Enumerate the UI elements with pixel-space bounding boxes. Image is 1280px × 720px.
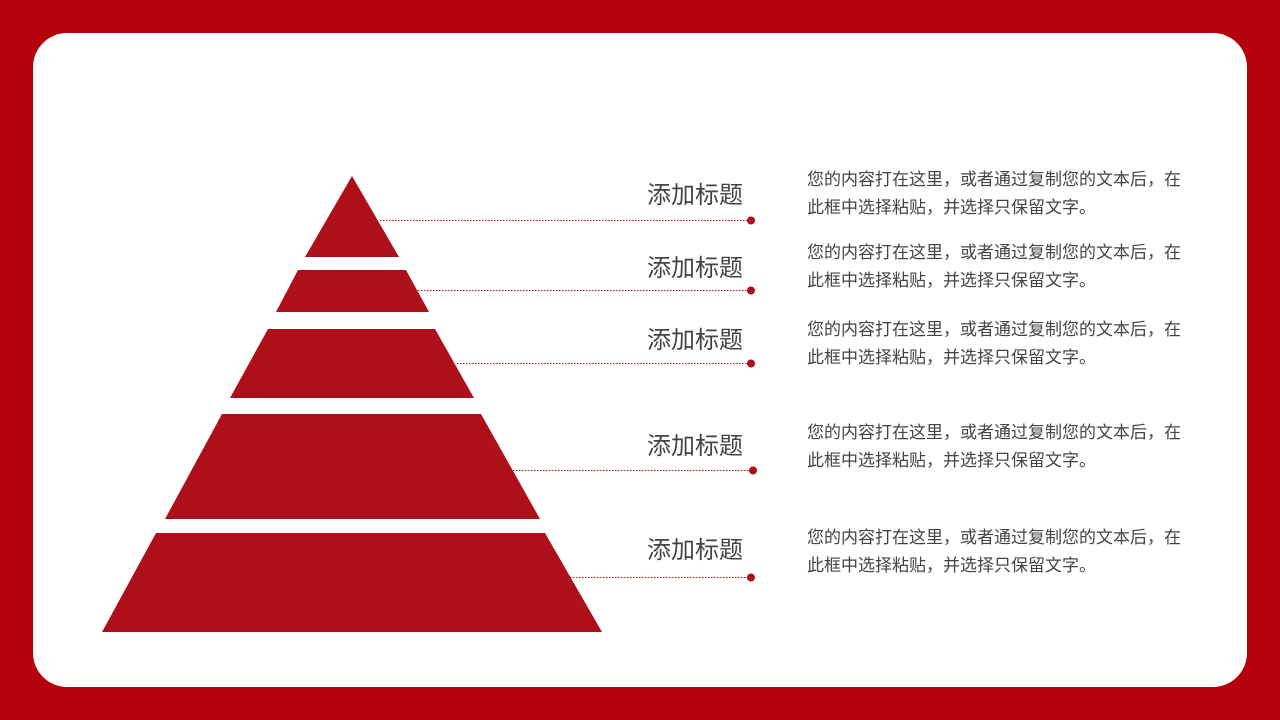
pyramid-tier-3 xyxy=(230,329,474,398)
connector-dot-2 xyxy=(747,286,755,295)
connector-dot-1 xyxy=(747,216,755,225)
item-title: 添加标题 xyxy=(647,181,743,209)
pyramid-tier-4 xyxy=(165,414,540,519)
item-title: 添加标题 xyxy=(647,432,743,460)
item-description: 您的内容打在这里，或者通过复制您的文本后，在此框中选择粘贴，并选择只保留文字。 xyxy=(807,528,1181,576)
pyramid-tier-5 xyxy=(102,533,602,632)
pyramid-tier-2 xyxy=(276,270,429,312)
item-title: 添加标题 xyxy=(647,536,743,564)
connector-dot-5 xyxy=(747,573,755,582)
item-title: 添加标题 xyxy=(647,254,743,282)
connector-dot-4 xyxy=(749,466,757,475)
pyramid-tier-1 xyxy=(305,176,399,257)
item-title: 添加标题 xyxy=(647,326,743,354)
item-description: 您的内容打在这里，或者通过复制您的文本后，在此框中选择粘贴，并选择只保留文字。 xyxy=(807,170,1181,218)
item-description: 您的内容打在这里，或者通过复制您的文本后，在此框中选择粘贴，并选择只保留文字。 xyxy=(807,243,1181,291)
connector-dot-3 xyxy=(747,359,755,368)
item-description: 您的内容打在这里，或者通过复制您的文本后，在此框中选择粘贴，并选择只保留文字。 xyxy=(807,423,1181,471)
item-description: 您的内容打在这里，或者通过复制您的文本后，在此框中选择粘贴，并选择只保留文字。 xyxy=(807,320,1181,368)
